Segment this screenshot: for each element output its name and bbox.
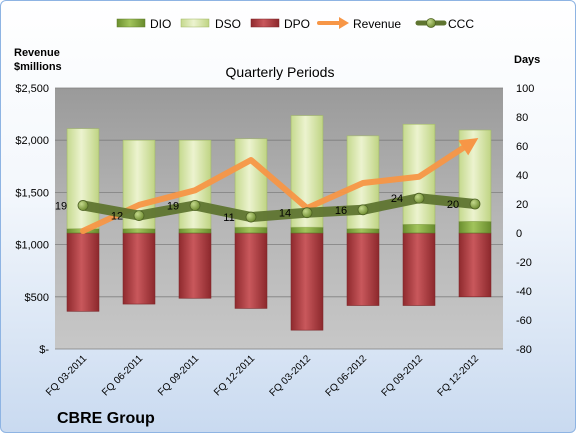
x-tick-label: FQ 12-2011 xyxy=(212,353,257,398)
chart-title: Quarterly Periods xyxy=(226,64,335,80)
revenue-line xyxy=(80,141,471,235)
right-tick-label: -20 xyxy=(516,257,532,269)
dio-bar xyxy=(402,224,436,234)
left-tick-label: $500 xyxy=(25,292,49,304)
left-tick-label: $- xyxy=(39,344,49,356)
x-tick-label: FQ 06-2011 xyxy=(100,353,145,398)
right-tick-label: 80 xyxy=(516,112,528,124)
legend-dpo-label: DPO xyxy=(284,17,310,31)
ccc-line xyxy=(78,193,480,223)
ccc-point xyxy=(469,198,481,210)
dpo-bar xyxy=(122,232,156,305)
ccc-point xyxy=(357,204,369,216)
ccc-point xyxy=(301,207,313,219)
ccc-point xyxy=(133,210,145,222)
ccc-data-label: 11 xyxy=(223,212,234,224)
ccc-point xyxy=(413,192,425,204)
revenue-arrowhead xyxy=(458,138,479,156)
x-tick-label: FQ 09-2011 xyxy=(156,353,201,398)
x-tick-label: FQ 03-2011 xyxy=(44,353,89,398)
dio-bar xyxy=(290,226,324,234)
legend: DIO DSO DPO Revenue CCC xyxy=(116,17,474,31)
x-tick-label: FQ 03-2012 xyxy=(268,353,314,399)
left-axis-title-line1: Revenue xyxy=(14,47,60,59)
left-tick-label: $1,500 xyxy=(15,187,49,199)
left-axis-title-line2: $millions xyxy=(14,61,62,73)
dpo-bar xyxy=(66,232,100,312)
dpo-bar xyxy=(290,232,324,331)
legend-dso-swatch xyxy=(180,18,210,28)
right-axis-ticks: -80 -60 -40 -20 0 20 40 60 80 100 xyxy=(516,83,534,356)
dio-bar xyxy=(234,226,268,234)
right-tick-label: 0 xyxy=(516,228,522,240)
left-tick-label: $2,500 xyxy=(15,83,49,95)
x-tick-label: FQ 09-2012 xyxy=(380,353,426,399)
left-tick-label: $2,000 xyxy=(15,135,49,147)
ccc-data-label: 16 xyxy=(335,205,347,217)
ccc-data-label: 14 xyxy=(279,208,291,220)
left-axis-ticks: $- $500 $1,000 $1,500 $2,000 $2,500 xyxy=(15,83,49,356)
dpo-bar xyxy=(178,232,212,299)
ccc-data-label: 19 xyxy=(167,200,179,212)
ccc-data-label: 19 xyxy=(55,200,67,212)
dso-bar xyxy=(66,128,100,229)
dpo-bar xyxy=(234,232,268,309)
right-tick-label: 40 xyxy=(516,170,528,182)
dpo-bar xyxy=(346,232,380,306)
revenue-series xyxy=(80,138,479,235)
dio-bar xyxy=(458,221,492,234)
dpo-bar xyxy=(458,232,492,298)
left-tick-label: $1,000 xyxy=(15,240,49,252)
dpo-bar xyxy=(402,232,436,306)
right-tick-label: -60 xyxy=(516,315,532,327)
dio-bar xyxy=(178,228,212,234)
ccc-data-label: 20 xyxy=(447,199,459,211)
ccc-series: 19 12 19 11 14 16 24 20 xyxy=(55,192,481,224)
legend-ccc-label: CCC xyxy=(448,17,474,31)
right-tick-label: -80 xyxy=(516,344,532,356)
right-tick-label: -40 xyxy=(516,286,532,298)
x-tick-label: FQ 12-2012 xyxy=(436,353,482,399)
ccc-data-label: 24 xyxy=(391,193,403,205)
right-tick-label: 20 xyxy=(516,199,528,211)
legend-ccc-marker-icon xyxy=(415,18,447,28)
x-axis-labels: FQ 03-2011 FQ 06-2011 FQ 09-2011 FQ 12-2011… xyxy=(44,353,481,399)
right-tick-label: 100 xyxy=(516,83,534,95)
legend-dio-swatch xyxy=(116,18,146,28)
dio-bar xyxy=(122,228,156,234)
ccc-point xyxy=(77,200,89,211)
ccc-data-label: 12 xyxy=(111,211,123,223)
legend-revenue-label: Revenue xyxy=(353,17,401,31)
company-name: CBRE Group xyxy=(57,410,155,427)
legend-dpo-swatch xyxy=(250,18,280,28)
legend-dio-label: DIO xyxy=(150,17,171,31)
legend-dso-label: DSO xyxy=(215,17,241,31)
ccc-point xyxy=(189,200,201,211)
x-tick-label: FQ 06-2012 xyxy=(324,353,370,399)
right-tick-label: 60 xyxy=(516,141,528,153)
legend-revenue-arrow-icon xyxy=(317,17,349,29)
right-axis-title: Days xyxy=(514,54,540,66)
dio-bar xyxy=(346,228,380,234)
ccc-point xyxy=(245,211,257,223)
